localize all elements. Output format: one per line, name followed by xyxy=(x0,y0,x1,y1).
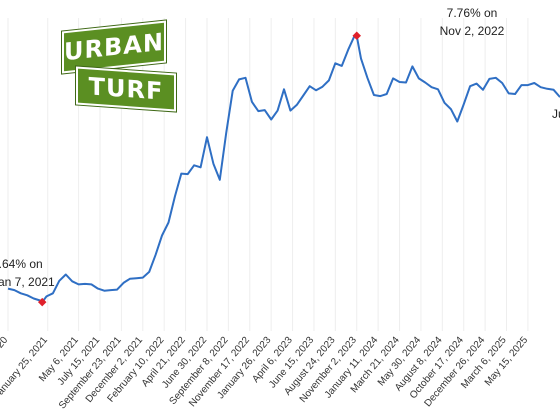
low-annotation-line1: 2.64% on xyxy=(0,257,43,271)
markers xyxy=(37,31,361,307)
series-line xyxy=(7,34,560,304)
low-point-marker xyxy=(37,297,47,307)
low-annotation-line2: Jan 7, 2021 xyxy=(0,275,55,289)
logo-sign-bottom: TURF xyxy=(76,66,176,112)
high-annotation-line1: 7.76% on xyxy=(446,6,498,20)
gridlines xyxy=(7,18,529,331)
high-point-annotation: 7.76% on Nov 2, 2022 xyxy=(432,4,512,40)
high-annotation-line2: Nov 2, 2022 xyxy=(439,24,505,38)
right-annotation-line1: Ju xyxy=(552,107,560,121)
logo-sign-top: URBAN xyxy=(62,20,166,74)
low-point-annotation: 2.64% on Jan 7, 2021 xyxy=(0,255,55,291)
right-edge-annotation: Ju xyxy=(552,105,560,123)
high-point-marker xyxy=(352,31,361,40)
urban-turf-logo: URBAN TURF xyxy=(62,20,178,112)
